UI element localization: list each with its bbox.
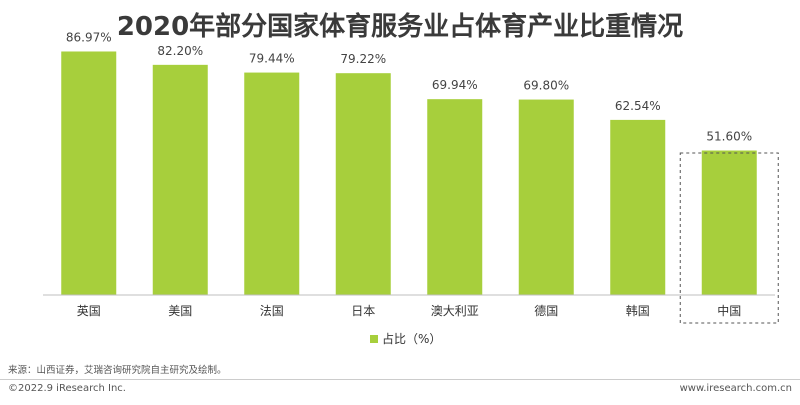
x-tick-label-0: 英国 [77, 304, 101, 318]
data-label-6: 62.54% [615, 99, 661, 113]
bar-7 [701, 150, 757, 295]
website-text: www.iresearch.com.cn [679, 383, 792, 394]
data-label-3: 79.22% [340, 52, 386, 66]
data-label-7: 51.60% [706, 130, 752, 144]
x-tick-label-7: 中国 [717, 303, 741, 318]
data-label-4: 69.94% [432, 78, 478, 92]
data-label-5: 69.80% [523, 79, 569, 93]
bar-6 [610, 119, 666, 295]
bar-1 [152, 64, 208, 295]
x-tick-label-6: 韩国 [626, 303, 650, 318]
bar-5 [518, 99, 574, 295]
data-label-1: 82.20% [157, 44, 203, 58]
bar-2 [244, 72, 300, 296]
data-label-0: 86.97% [66, 30, 112, 44]
legend-label: 占比（%） [382, 331, 441, 346]
x-tick-label-5: 德国 [534, 303, 558, 318]
data-label-2: 79.44% [249, 52, 295, 66]
source-note: 来源：山西证券，艾瑞咨询研究院自主研究及绘制。 [8, 365, 227, 376]
x-tick-label-3: 日本 [351, 304, 375, 318]
chart-title: 2020年部分国家体育服务业占体育产业比重情况 [116, 12, 684, 42]
bar-3 [335, 73, 391, 296]
bar-0 [61, 51, 117, 295]
x-tick-label-2: 法国 [260, 304, 284, 318]
x-tick-label-1: 美国 [168, 304, 192, 318]
highlight-box [679, 152, 779, 324]
footer-divider [0, 379, 800, 380]
x-tick-label-4: 澳大利亚 [431, 304, 479, 318]
bar-4 [427, 99, 483, 295]
legend-swatch [370, 335, 378, 343]
copyright-text: ©2022.9 iResearch Inc. [8, 383, 126, 394]
bar-chart: 86.97% 英国 82.20% 美国 79.44% 法国 79.22% 日本 69.94% 澳大… [43, 30, 779, 346]
